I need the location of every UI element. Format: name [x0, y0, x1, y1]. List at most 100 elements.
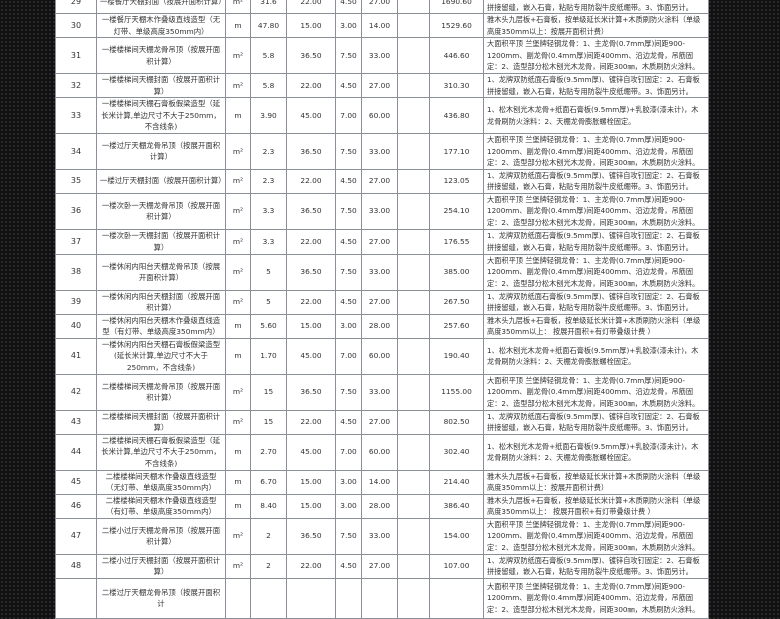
item-price-main: 22.00 — [286, 553, 336, 579]
item-number: 44 — [55, 433, 97, 471]
item-total: 1155.00 — [429, 373, 484, 411]
item-extra — [397, 73, 430, 98]
item-price-labor: 27.00 — [361, 409, 398, 435]
item-price-aux: 7.00 — [335, 337, 362, 375]
table-row: 39 一楼休闲内阳台天棚封面（按展开面积计算） m² 5 22.00 4.50 27.00 2… — [55, 289, 709, 315]
item-quantity: 2 — [250, 553, 287, 579]
item-unit: m² — [225, 0, 251, 14]
table-row: 47 二楼小过厅天棚龙骨吊顶（按展开面积计算） m² 2 36.50 7.50 33.00 1… — [55, 517, 709, 555]
item-notes: 大面积平顶 兰堡牌轻钢龙骨：1、主龙骨(0.7mm厚)间距900-1200mm、… — [483, 192, 709, 230]
item-total: 267.50 — [429, 289, 484, 315]
table-row: 43 二楼楼梯间天棚封面（按展开面积计算） m² 15 22.00 4.50 27.00 80… — [55, 409, 709, 435]
item-extra — [397, 409, 430, 435]
item-description: 一楼过厅天棚龙骨吊顶（按展开面积计算） — [96, 133, 226, 170]
item-total: 177.10 — [429, 133, 484, 170]
item-quantity: 15 — [250, 373, 287, 411]
item-quantity: 47.80 — [250, 13, 287, 38]
item-price-main — [286, 577, 336, 619]
item-price-aux: 7.50 — [335, 253, 362, 291]
table-row: 31 一楼楼梯间天棚龙骨吊顶（按展开面积计算） m² 5.8 36.50 7.50 33.0… — [55, 37, 709, 74]
item-notes: 1、龙牌双防纸面石膏板(9.5mm厚)、镀锌自攻钉固定：2、石膏板拼接留缝，嵌入… — [483, 228, 709, 255]
item-price-aux: 7.50 — [335, 133, 362, 170]
table-row: 二楼过厅天棚龙骨吊顶（按展开面积计 大面积平顶 兰堡牌轻钢龙骨：1、主龙骨(0.7… — [55, 577, 709, 619]
item-notes: 1、松木刨光木龙骨+纸面石膏板(9.5mm厚)+乳胶漆(漆未计)，木龙骨刷防火涂… — [483, 97, 709, 134]
item-description: 二楼楼梯间天棚龙骨吊顶（按展开面积计算） — [96, 373, 226, 411]
item-extra — [397, 373, 430, 411]
item-extra — [397, 553, 430, 579]
item-unit: m — [225, 337, 251, 375]
item-extra — [397, 228, 430, 255]
item-price-labor: 28.00 — [361, 313, 398, 339]
item-total: 123.05 — [429, 168, 484, 194]
item-price-aux: 4.50 — [335, 289, 362, 315]
item-price-labor: 33.00 — [361, 192, 398, 230]
item-quantity: 3.3 — [250, 228, 287, 255]
item-extra — [397, 192, 430, 230]
item-total: 436.80 — [429, 97, 484, 134]
item-price-labor: 33.00 — [361, 133, 398, 170]
table-row: 40 一楼休闲内阳台天棚木作叠级直线造型（有灯带、单级高度350mm内） m 5.60… — [55, 313, 709, 339]
item-notes: 1、松木刨光木龙骨+纸面石膏板(9.5mm厚)+乳胶漆(漆未计)，木龙骨刷防火涂… — [483, 433, 709, 471]
item-price-aux: 4.50 — [335, 73, 362, 98]
item-extra — [397, 433, 430, 471]
item-quantity: 8.40 — [250, 493, 287, 519]
item-price-labor: 14.00 — [361, 13, 398, 38]
item-unit: m² — [225, 73, 251, 98]
item-notes: 1、龙牌双防纸面石膏板(9.5mm厚)、镀锌自攻钉固定：2、石膏板拼接留缝，嵌入… — [483, 409, 709, 435]
item-price-aux: 4.50 — [335, 0, 362, 14]
quotation-table: 29 一楼餐厅天棚封面（按展开面积计算） m² 31.6 22.00 4.50 27.00 1… — [55, 0, 709, 619]
item-notes: 1、龙牌双防纸面石膏板(9.5mm厚)、镀锌自攻钉固定：2、石膏板拼接留缝，嵌入… — [483, 73, 709, 98]
table-row: 32 一楼楼梯间天棚封面（按展开面积计算） m² 5.8 22.00 4.50 27.00 3… — [55, 73, 709, 98]
table-row: 48 二楼小过厅天棚封面（按展开面积计算） m² 2 22.00 4.50 27.00 107… — [55, 553, 709, 579]
item-number: 38 — [55, 253, 97, 291]
item-price-main: 15.00 — [286, 469, 336, 495]
item-description: 一楼休闲内阳台天棚龙骨吊顶（按展开面积计算） — [96, 253, 226, 291]
item-description: 一楼楼梯间天棚龙骨吊顶（按展开面积计算） — [96, 37, 226, 74]
item-unit: m² — [225, 253, 251, 291]
item-price-aux: 7.50 — [335, 192, 362, 230]
item-price-labor: 33.00 — [361, 373, 398, 411]
item-total: 1529.60 — [429, 13, 484, 38]
item-description: 一楼楼梯间天棚封面（按展开面积计算） — [96, 73, 226, 98]
item-price-labor: 27.00 — [361, 168, 398, 194]
item-quantity: 5.8 — [250, 73, 287, 98]
item-notes: 大面积平顶 兰堡牌轻钢龙骨：1、主龙骨(0.7mm厚)间距900-1200mm、… — [483, 133, 709, 170]
table-row: 34 一楼过厅天棚龙骨吊顶（按展开面积计算） m² 2.3 36.50 7.50 33.00… — [55, 133, 709, 170]
item-notes: 1、龙牌双防纸面石膏板(9.5mm厚)、镀锌自攻钉固定：2、石膏板拼接留缝，嵌入… — [483, 289, 709, 315]
item-price-main: 22.00 — [286, 409, 336, 435]
item-total: 254.10 — [429, 192, 484, 230]
item-extra — [397, 469, 430, 495]
item-description: 一楼楼梯间天棚石膏板假梁造型（延长米计算,单边尺寸不大于250mm，不含线条) — [96, 97, 226, 134]
item-extra — [397, 289, 430, 315]
item-price-main: 22.00 — [286, 0, 336, 14]
item-number: 40 — [55, 313, 97, 339]
item-unit: m — [225, 13, 251, 38]
item-description: 二楼小过厅天棚封面（按展开面积计算） — [96, 553, 226, 579]
item-quantity: 2 — [250, 517, 287, 555]
item-quantity: 5 — [250, 253, 287, 291]
item-unit: m — [225, 493, 251, 519]
item-total: 107.00 — [429, 553, 484, 579]
item-price-main: 45.00 — [286, 337, 336, 375]
item-unit: m² — [225, 517, 251, 555]
table-row: 45 二楼楼梯间天棚木作叠级直线造型（无灯带、单级高度350mm内） m 6.70 15… — [55, 469, 709, 495]
item-price-main: 36.50 — [286, 133, 336, 170]
item-price-labor: 33.00 — [361, 253, 398, 291]
item-number: 43 — [55, 409, 97, 435]
item-unit: m — [225, 97, 251, 134]
item-unit: m² — [225, 192, 251, 230]
table-row: 29 一楼餐厅天棚封面（按展开面积计算） m² 31.6 22.00 4.50 27.00 1… — [55, 0, 709, 14]
item-notes: 大面积平顶 兰堡牌轻钢龙骨：1、主龙骨(0.7mm厚)间距900-1200mm、… — [483, 373, 709, 411]
item-number: 39 — [55, 289, 97, 315]
item-price-aux: 4.50 — [335, 553, 362, 579]
item-price-main: 22.00 — [286, 289, 336, 315]
item-notes: 大面积平顶 兰堡牌轻钢龙骨：1、主龙骨(0.7mm厚)间距900-1200mm、… — [483, 253, 709, 291]
item-notes: 雅木头九层板+石膏板，按单级延长米计算+木质刷防火涂料（单级高度350mm以上：… — [483, 469, 709, 495]
item-description: 一楼餐厅天棚封面（按展开面积计算） — [96, 0, 226, 14]
item-price-main: 22.00 — [286, 228, 336, 255]
item-notes: 雅木头九层板+石膏板，按单级延长米计算+木质刷防火涂料（单级高度350mm以上：… — [483, 313, 709, 339]
item-price-main: 15.00 — [286, 493, 336, 519]
item-extra — [397, 13, 430, 38]
item-notes: 1、龙牌双防纸面石膏板(9.5mm厚)、镀锌自攻钉固定：2、石膏板拼接留缝，嵌入… — [483, 0, 709, 14]
item-description: 一楼次卧一天棚龙骨吊顶（按展开面积计算） — [96, 192, 226, 230]
